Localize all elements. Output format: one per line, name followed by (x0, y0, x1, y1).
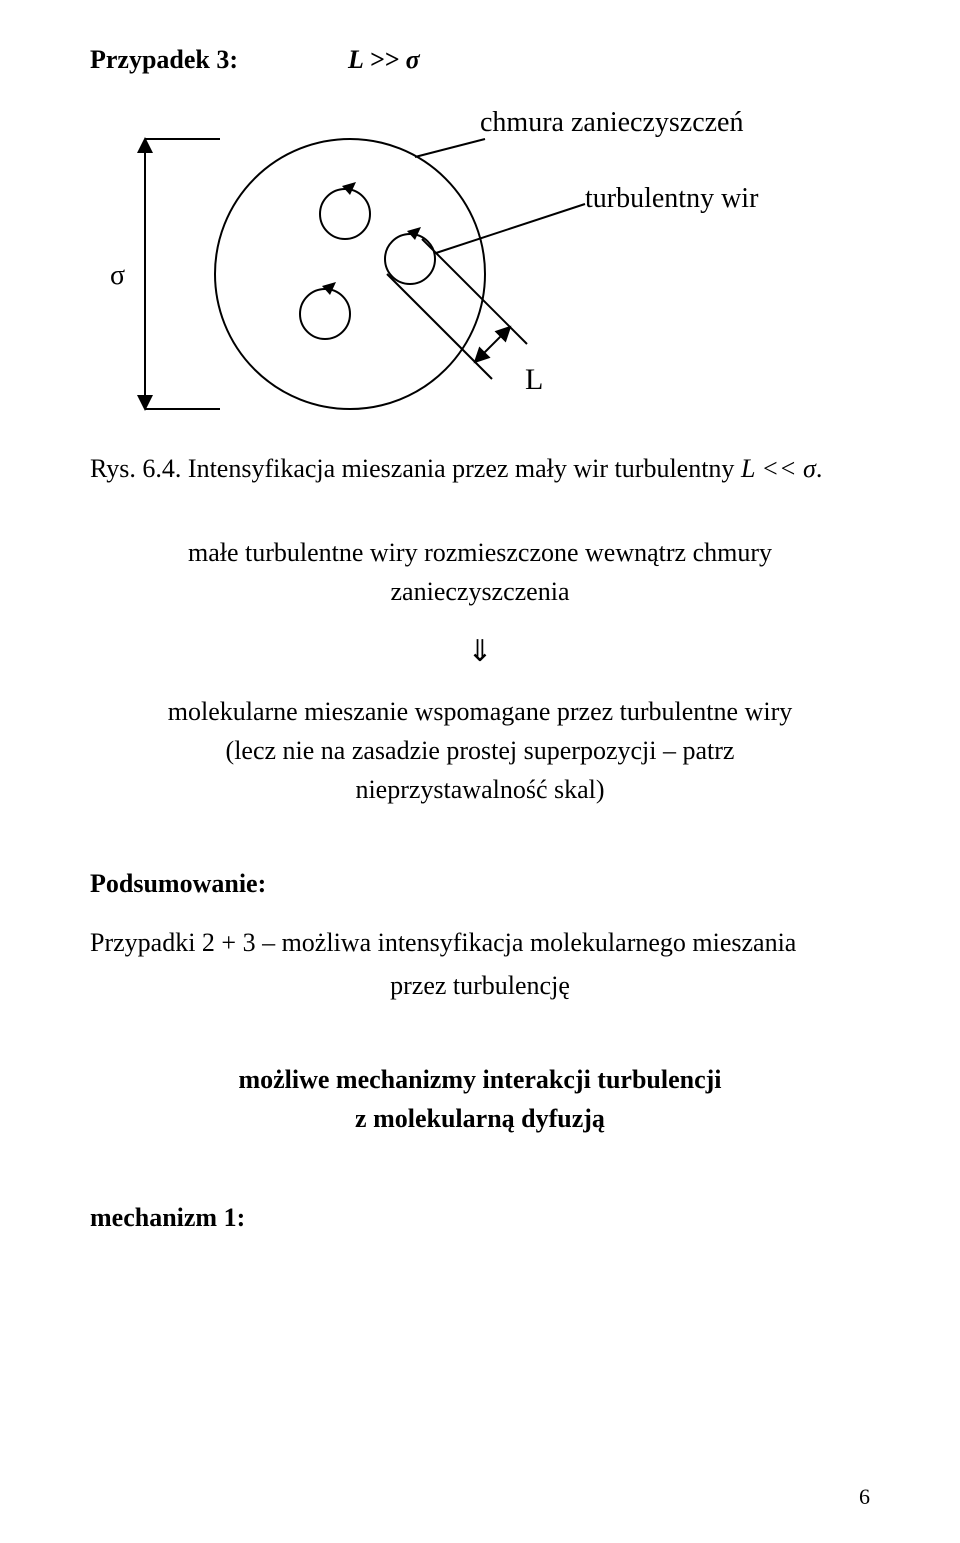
mechanisms-title-line-2: z molekularną dyfuzją (90, 1099, 870, 1138)
caption-relation: L << σ (741, 454, 816, 483)
figure-svg: σ chmura zanieczyszczeń turbulentny w (90, 89, 870, 429)
figure-6-4: σ chmura zanieczyszczeń turbulentny w (90, 89, 870, 429)
page-number: 6 (859, 1480, 870, 1513)
case-relation: L >> σ (348, 40, 420, 79)
mechanism-1-label: mechanizm 1: (90, 1198, 870, 1237)
summary-line-1: Przypadki 2 + 3 – możliwa intensyfikacja… (90, 923, 870, 962)
eddy-leader (436, 204, 585, 253)
L-label: L (525, 363, 543, 396)
caption-prefix: Rys. 6.4. Intensyfikacja mieszania przez… (90, 454, 741, 483)
caption-suffix: . (816, 454, 823, 483)
L-tick-a (387, 274, 492, 379)
page: Przypadek 3: L >> σ σ (0, 0, 960, 1543)
down-arrow-icon: ⇓ (90, 629, 870, 674)
center-block-2: molekularne mieszanie wspomagane przez t… (160, 692, 800, 809)
center-block-1: małe turbulentne wiry rozmieszczone wewn… (160, 533, 800, 611)
mechanisms-title-line-1: możliwe mechanizmy interakcji turbulencj… (90, 1060, 870, 1099)
cloud-circle (215, 139, 485, 409)
figure-caption: Rys. 6.4. Intensyfikacja mieszania przez… (90, 449, 870, 488)
cloud-leader (415, 139, 485, 157)
mechanisms-title: możliwe mechanizmy interakcji turbulencj… (90, 1060, 870, 1138)
L-arrow (475, 327, 510, 362)
cloud-label: chmura zanieczyszczeń (480, 107, 743, 138)
eddy-1 (320, 182, 370, 239)
summary-line-2: przez turbulencję (90, 966, 870, 1005)
eddy-label: turbulentny wir (585, 183, 759, 214)
eddy-2 (385, 227, 435, 284)
summary-title: Podsumowanie: (90, 864, 870, 903)
case-label: Przypadek 3: (90, 40, 238, 79)
sigma-label: σ (110, 260, 125, 291)
eddy-3 (300, 282, 350, 339)
case-heading: Przypadek 3: L >> σ (90, 40, 870, 79)
